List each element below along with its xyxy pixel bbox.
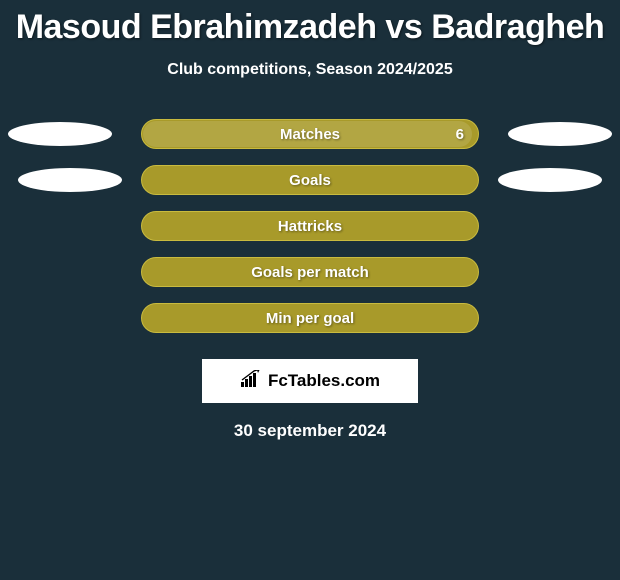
badge-text: FcTables.com [268,371,380,391]
bar-label: Goals [289,172,331,189]
ellipse-left-icon [8,122,112,146]
bar-goals: Goals [141,165,479,195]
subtitle: Club competitions, Season 2024/2025 [0,61,620,79]
row-min-per-goal: Min per goal [0,295,620,341]
page-title: Masoud Ebrahimzadeh vs Badragheh [0,0,620,47]
bar-value: 6 [456,126,464,143]
bar-label: Hattricks [278,218,342,235]
bar-goals-per-match: Goals per match [141,257,479,287]
bar-label: Matches [280,126,340,143]
row-matches: Matches 6 [0,111,620,157]
comparison-rows: Matches 6 Goals Hattricks Goals per matc… [0,111,620,341]
fctables-badge: FcTables.com [202,359,418,403]
ellipse-right-icon [498,168,602,192]
date-label: 30 september 2024 [0,421,620,441]
bar-label: Goals per match [251,264,369,281]
bar-matches: Matches 6 [141,119,479,149]
bar-label: Min per goal [266,310,354,327]
bar-hattricks: Hattricks [141,211,479,241]
bar-min-per-goal: Min per goal [141,303,479,333]
ellipse-left-icon [18,168,122,192]
row-goals: Goals [0,157,620,203]
row-hattricks: Hattricks [0,203,620,249]
ellipse-right-icon [508,122,612,146]
chart-icon [240,370,262,393]
row-goals-per-match: Goals per match [0,249,620,295]
